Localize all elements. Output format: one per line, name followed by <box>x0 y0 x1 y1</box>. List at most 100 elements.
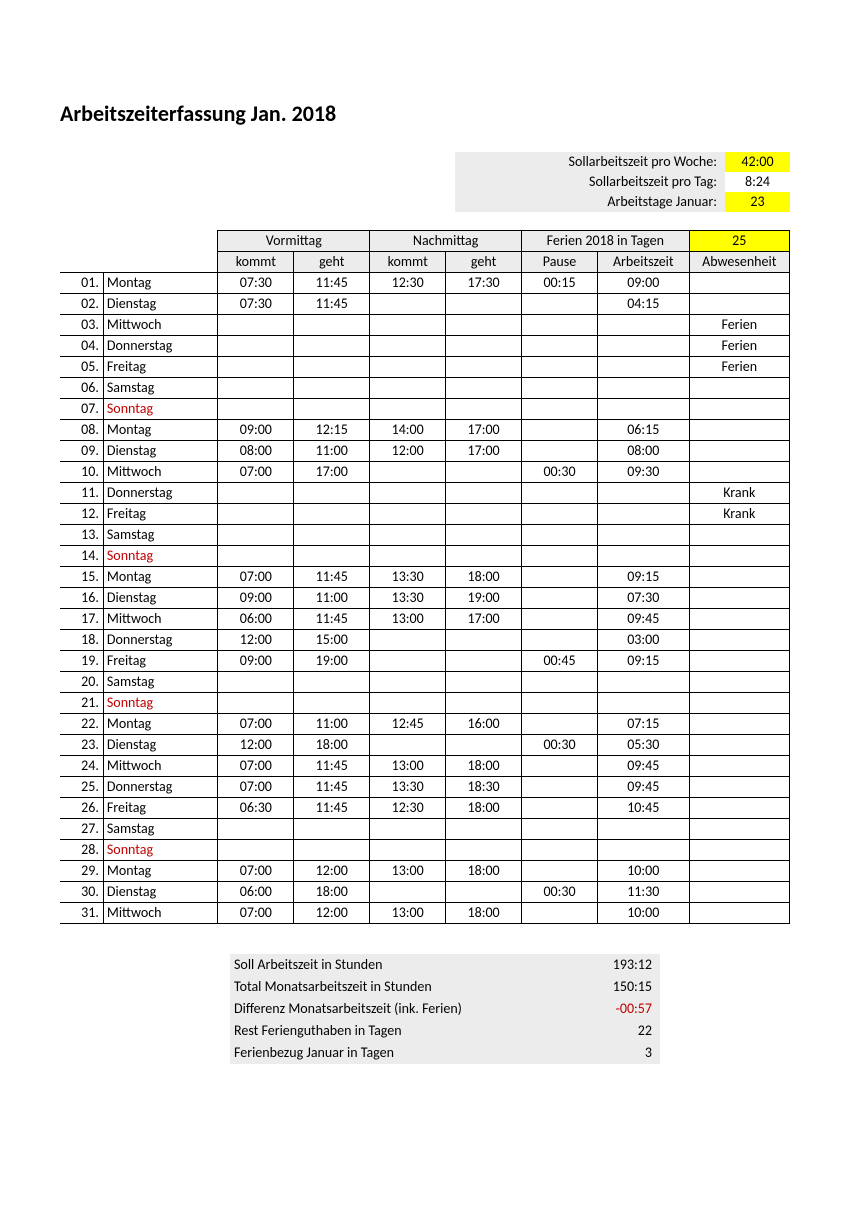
abwesenheit <box>689 819 789 840</box>
abwesenheit <box>689 714 789 735</box>
kommt-pm <box>370 357 446 378</box>
summary-label: Differenz Monatsarbeitszeit (ink. Ferien… <box>230 998 590 1020</box>
kommt-am: 07:00 <box>218 756 294 777</box>
abwesenheit <box>689 399 789 420</box>
summary-label: Soll Arbeitszeit in Stunden <box>230 954 590 976</box>
table-row: 10.Mittwoch07:0017:0000:3009:30 <box>60 462 790 483</box>
table-row: 03.MittwochFerien <box>60 315 790 336</box>
abwesenheit <box>689 672 789 693</box>
header-info-value: 42:00 <box>725 152 790 172</box>
pause <box>522 336 598 357</box>
abwesenheit <box>689 546 789 567</box>
arbeitszeit: 09:15 <box>597 567 689 588</box>
day-name: Freitag <box>103 798 217 819</box>
day-number: 07. <box>60 399 103 420</box>
kommt-pm <box>370 336 446 357</box>
geht-am: 11:45 <box>294 294 370 315</box>
kommt-pm: 14:00 <box>370 420 446 441</box>
day-name: Dienstag <box>103 294 217 315</box>
geht-am: 11:45 <box>294 273 370 294</box>
kommt-pm: 13:00 <box>370 756 446 777</box>
arbeitszeit <box>597 693 689 714</box>
kommt-pm: 13:00 <box>370 861 446 882</box>
arbeitszeit <box>597 357 689 378</box>
day-name: Sonntag <box>103 693 217 714</box>
arbeitszeit: 10:00 <box>597 861 689 882</box>
kommt-am: 07:30 <box>218 294 294 315</box>
day-number: 14. <box>60 546 103 567</box>
abwesenheit <box>689 378 789 399</box>
abwesenheit <box>689 525 789 546</box>
geht-pm <box>446 357 522 378</box>
col-group-vormittag: Vormittag <box>218 231 370 252</box>
col-abwesenheit: Abwesenheit <box>689 252 789 273</box>
kommt-am <box>218 399 294 420</box>
geht-am <box>294 483 370 504</box>
table-row: 17.Mittwoch06:0011:4513:0017:0009:45 <box>60 609 790 630</box>
kommt-am: 07:00 <box>218 567 294 588</box>
kommt-am: 06:00 <box>218 609 294 630</box>
arbeitszeit: 10:45 <box>597 798 689 819</box>
abwesenheit <box>689 630 789 651</box>
arbeitszeit: 06:15 <box>597 420 689 441</box>
kommt-pm <box>370 735 446 756</box>
pause <box>522 840 598 861</box>
geht-pm <box>446 882 522 903</box>
header-info-value: 8:24 <box>725 172 790 192</box>
kommt-pm: 12:30 <box>370 798 446 819</box>
geht-am: 18:00 <box>294 735 370 756</box>
geht-am: 15:00 <box>294 630 370 651</box>
day-number: 28. <box>60 840 103 861</box>
kommt-pm <box>370 882 446 903</box>
day-name: Montag <box>103 420 217 441</box>
table-row: 27.Samstag <box>60 819 790 840</box>
day-number: 26. <box>60 798 103 819</box>
col-geht-pm: geht <box>446 252 522 273</box>
day-name: Mittwoch <box>103 903 217 924</box>
abwesenheit <box>689 651 789 672</box>
summary-value: 22 <box>590 1020 660 1042</box>
table-row: 30.Dienstag06:0018:0000:3011:30 <box>60 882 790 903</box>
geht-am <box>294 840 370 861</box>
geht-am: 11:45 <box>294 609 370 630</box>
day-number: 04. <box>60 336 103 357</box>
geht-am: 18:00 <box>294 882 370 903</box>
arbeitszeit: 03:00 <box>597 630 689 651</box>
geht-pm: 18:00 <box>446 798 522 819</box>
pause <box>522 525 598 546</box>
geht-am <box>294 672 370 693</box>
geht-pm <box>446 651 522 672</box>
arbeitszeit: 10:00 <box>597 903 689 924</box>
day-number: 08. <box>60 420 103 441</box>
geht-am <box>294 336 370 357</box>
geht-am: 17:00 <box>294 462 370 483</box>
summary-value: -00:57 <box>590 998 660 1020</box>
table-row: 25.Donnerstag07:0011:4513:3018:3009:45 <box>60 777 790 798</box>
table-row: 04.DonnerstagFerien <box>60 336 790 357</box>
arbeitszeit: 07:15 <box>597 714 689 735</box>
geht-am: 12:15 <box>294 420 370 441</box>
kommt-am <box>218 693 294 714</box>
header-info-row: Arbeitstage Januar:23 <box>60 192 790 212</box>
geht-pm <box>446 819 522 840</box>
kommt-am: 09:00 <box>218 420 294 441</box>
geht-am <box>294 546 370 567</box>
arbeitszeit <box>597 819 689 840</box>
geht-am: 12:00 <box>294 903 370 924</box>
arbeitszeit <box>597 525 689 546</box>
timesheet-page: Arbeitszeiterfassung Jan. 2018 Sollarbei… <box>0 0 868 1124</box>
arbeitszeit <box>597 840 689 861</box>
day-number: 03. <box>60 315 103 336</box>
geht-pm: 17:30 <box>446 273 522 294</box>
pause: 00:30 <box>522 882 598 903</box>
geht-am: 11:00 <box>294 441 370 462</box>
day-name: Freitag <box>103 651 217 672</box>
day-number: 15. <box>60 567 103 588</box>
day-name: Montag <box>103 861 217 882</box>
kommt-am <box>218 672 294 693</box>
day-name: Samstag <box>103 378 217 399</box>
kommt-pm <box>370 504 446 525</box>
pause <box>522 672 598 693</box>
pause <box>522 294 598 315</box>
summary-label: Rest Ferienguthaben in Tagen <box>230 1020 590 1042</box>
